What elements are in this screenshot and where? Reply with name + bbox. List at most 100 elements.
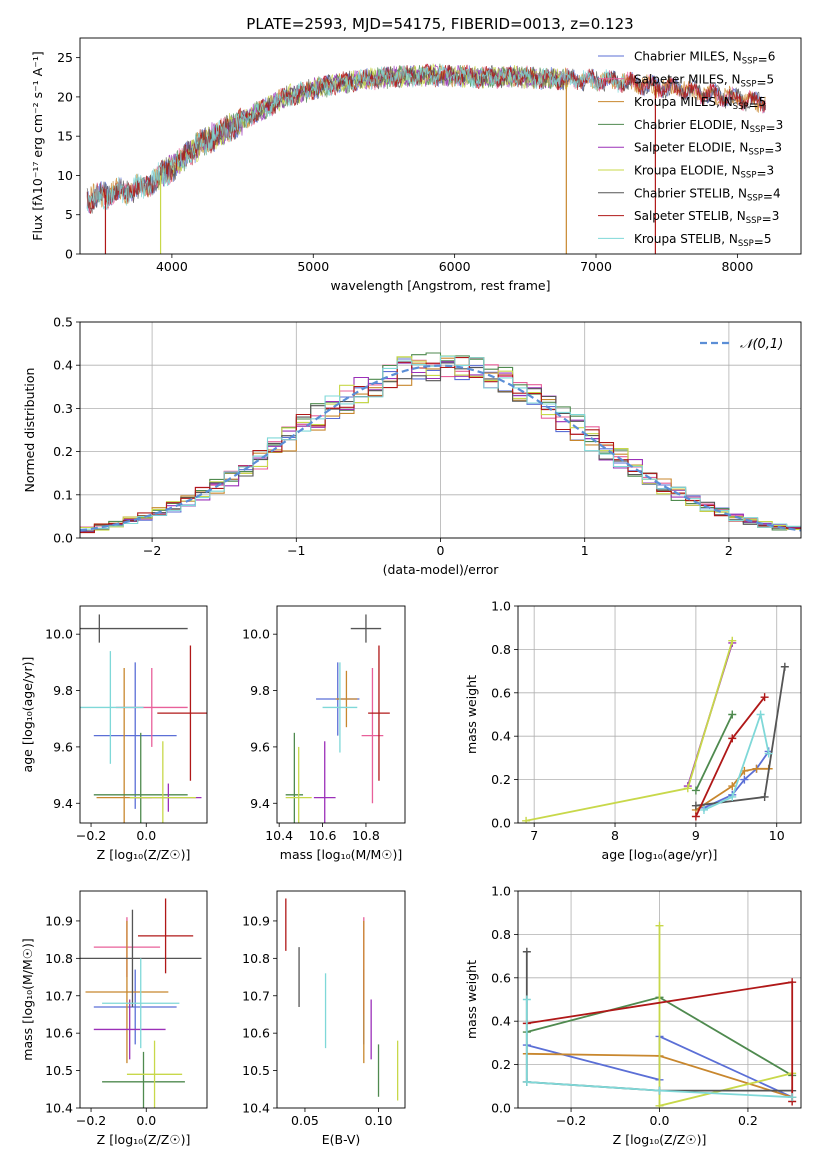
residuals-histogram: −2 −1 0 1 2 0.0 0.1 0.2 0.3 0.4 0.5 (data-model)/er…: [22, 315, 802, 577]
legend-nssp-value: 3: [772, 209, 780, 223]
axes-frame: [79, 605, 208, 824]
y-tick-label: 10.8: [242, 951, 270, 966]
y-tick-label: 0.2: [491, 772, 511, 787]
legend-nssp-value: 5: [764, 232, 772, 246]
legend-nssp-subscript: SSP: [746, 216, 762, 226]
x-tick-label: 10: [769, 828, 785, 843]
weight-marker-5: [728, 636, 737, 645]
legend-nssp-subscript: SSP: [742, 57, 758, 67]
mass-vs-metallicity-plot: −0.2 0.0 10.4 10.5 10.6 10.7 10.8 10.9 Z [log₁₀(…: [20, 890, 208, 1147]
axes-frame: [79, 890, 208, 1109]
legend-nssp-prefix: , N: [729, 209, 746, 223]
legend-nssp-prefix: , N: [725, 50, 742, 64]
legend-model-name: Chabrier MILES: [634, 50, 725, 64]
y-axis-label: Normed distribution: [22, 368, 37, 493]
x-axis-label: E(B-V): [322, 1132, 361, 1147]
weight-line-5: [658, 925, 793, 1107]
y-tick-label: 10.0: [45, 627, 73, 642]
y-tick-label: 0.5: [53, 315, 73, 330]
weight-marker-6: [691, 801, 700, 810]
y-tick-label: 15: [57, 129, 73, 144]
legend-label: Kroupa ELODIE, NSSP=3: [634, 164, 774, 181]
legend-nssp-prefix: , N: [733, 118, 750, 132]
legend-nssp-prefix: , N: [724, 164, 741, 178]
legend-nssp-subscript: SSP: [748, 148, 764, 158]
weight-marker-7: [728, 734, 737, 743]
x-axis-label: mass [log₁₀(M/M☉)]: [280, 847, 402, 862]
y-tick-label: 10.7: [242, 988, 270, 1003]
legend-equals: =: [758, 53, 768, 67]
x-tick-label: 1: [581, 543, 589, 558]
x-tick-label: −1: [287, 543, 305, 558]
y-tick-label: 0.6: [491, 685, 511, 700]
weight-line-5: [525, 640, 734, 822]
x-tick-label: 6000: [439, 259, 471, 274]
x-axis-label: Z [log₁₀(Z/Z☉)]: [97, 1132, 191, 1147]
legend-label: Chabrier STELIB, NSSP=4: [634, 186, 781, 203]
weight-marker-0: [740, 775, 749, 784]
plot-area: [80, 614, 207, 823]
axes-frame: [276, 605, 406, 824]
age-vs-mass-plot: 10.4 10.6 10.8 9.4 9.6 9.8 10.0 mass [log₁₀(M/M…: [242, 605, 406, 862]
x-tick-label: −2: [143, 543, 161, 558]
legend-model-name: Chabrier STELIB: [634, 186, 730, 200]
y-tick-label: 10.6: [45, 1026, 73, 1041]
x-tick-label: −0.2: [76, 828, 106, 843]
y-tick-label: 9.8: [53, 683, 73, 698]
weight-marker-3: [728, 710, 737, 719]
legend-nssp-subscript: SSP: [741, 79, 757, 89]
y-tick-label: 9.6: [53, 739, 73, 754]
y-axis-label: Flux [fλ10⁻¹⁷ erg cm⁻² s⁻¹ A⁻¹]: [30, 51, 45, 240]
legend-label: Salpeter ELODIE, NSSP=3: [634, 141, 782, 158]
y-tick-label: 10: [57, 168, 73, 183]
y-axis-label: age [log₁₀(age/yr)]: [20, 657, 35, 773]
weight-line-8: [525, 999, 793, 1099]
legend-nssp-value: 3: [774, 141, 782, 155]
y-axis-label: mass [log₁₀(M/M☉)]: [20, 938, 35, 1060]
legend-model-name: Chabrier ELODIE: [634, 118, 733, 132]
plot-area: [86, 63, 767, 254]
legend-label: Salpeter STELIB, NSSP=3: [634, 209, 779, 226]
y-tick-label: 10.6: [242, 1026, 270, 1041]
x-tick-label: 5000: [297, 259, 329, 274]
legend-equals: =: [764, 144, 774, 158]
legend-model-name: Salpeter MILES: [634, 72, 724, 86]
x-tick-label: 2: [725, 543, 733, 558]
weight-marker-5: [522, 816, 531, 823]
y-tick-label: 0.4: [491, 729, 511, 744]
x-axis-label: (data-model)/error: [383, 562, 500, 577]
y-tick-label: 5: [65, 207, 73, 222]
axes-frame: [79, 37, 802, 255]
y-tick-label: 0.8: [491, 642, 511, 657]
axes-frame: [517, 605, 802, 824]
y-tick-label: 10.5: [45, 1063, 73, 1078]
plot-area: [80, 352, 801, 534]
weight-marker-5: [655, 1101, 664, 1108]
legend-nssp-prefix: , N: [730, 186, 747, 200]
x-tick-label: 7000: [580, 259, 612, 274]
weight-marker-8: [655, 1086, 664, 1095]
x-tick-label: 0.0: [650, 1113, 670, 1128]
weight-marker-8: [728, 792, 737, 801]
legend-equals: =: [766, 121, 776, 135]
y-tick-label: 9.8: [250, 683, 270, 698]
legend-nssp-prefix: , N: [724, 72, 741, 86]
age-vs-metallicity-plot: −0.2 0.0 9.4 9.6 9.8 10.0 Z [log₁₀(Z/Z☉)] age […: [20, 605, 208, 862]
y-tick-label: 20: [57, 89, 73, 104]
y-tick-label: 0.4: [53, 358, 73, 373]
x-tick-label: −0.2: [556, 1113, 586, 1128]
legend-nssp-subscript: SSP: [750, 125, 766, 135]
y-tick-label: 10.4: [45, 1101, 73, 1116]
x-tick-label: 0.0: [136, 1113, 156, 1128]
legend-equals: =: [749, 98, 759, 112]
axes-frame: [79, 321, 802, 539]
legend-nssp-value: 4: [773, 186, 781, 200]
legend-nssp-value: 5: [759, 95, 767, 109]
x-tick-label: 0.10: [365, 1113, 393, 1128]
x-tick-label: 0.05: [291, 1113, 319, 1128]
x-tick-label: 0: [437, 543, 445, 558]
x-tick-label: 8000: [721, 259, 753, 274]
weight-marker-6: [522, 947, 531, 956]
x-tick-label: 9: [692, 828, 700, 843]
legend-nssp-value: 6: [768, 50, 776, 64]
